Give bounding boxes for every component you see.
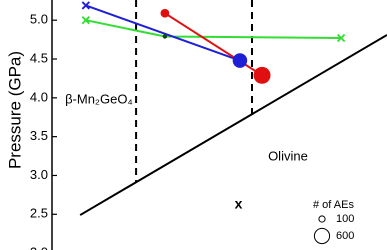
point-x bbox=[81, 1, 90, 10]
y-tick-label: 4.5 bbox=[30, 50, 48, 65]
series-line bbox=[164, 12, 263, 77]
y-axis-label: Pressure (GPa) bbox=[5, 51, 24, 169]
series-line bbox=[85, 4, 241, 62]
annotation: β-Mn₂GeO₄ bbox=[65, 92, 133, 107]
phase-boundary bbox=[79, 34, 387, 216]
point-x bbox=[336, 33, 346, 43]
y-tick-label: 5.0 bbox=[30, 12, 48, 27]
size-legend-label: 100 bbox=[336, 213, 354, 225]
size-legend-label: 600 bbox=[336, 230, 354, 242]
annotation: Olivine bbox=[268, 148, 308, 163]
point-x bbox=[81, 16, 90, 25]
y-tick-label: 2.5 bbox=[30, 206, 48, 221]
size-legend-marker bbox=[318, 215, 326, 223]
point-bubble bbox=[253, 66, 271, 84]
size-legend-marker bbox=[313, 227, 331, 245]
y-tick-label: 4.0 bbox=[30, 89, 48, 104]
point-dot bbox=[162, 34, 168, 39]
y-tick-label: 3.5 bbox=[30, 128, 48, 143]
series-line bbox=[85, 19, 342, 40]
annotation: x bbox=[235, 196, 243, 212]
point-bubble bbox=[232, 53, 248, 68]
y-tick-label: 3.0 bbox=[30, 167, 48, 182]
point-bubble bbox=[160, 8, 170, 18]
y-tick-label: 2.0 bbox=[30, 245, 48, 250]
size-legend-title: # of AEs bbox=[313, 199, 354, 211]
